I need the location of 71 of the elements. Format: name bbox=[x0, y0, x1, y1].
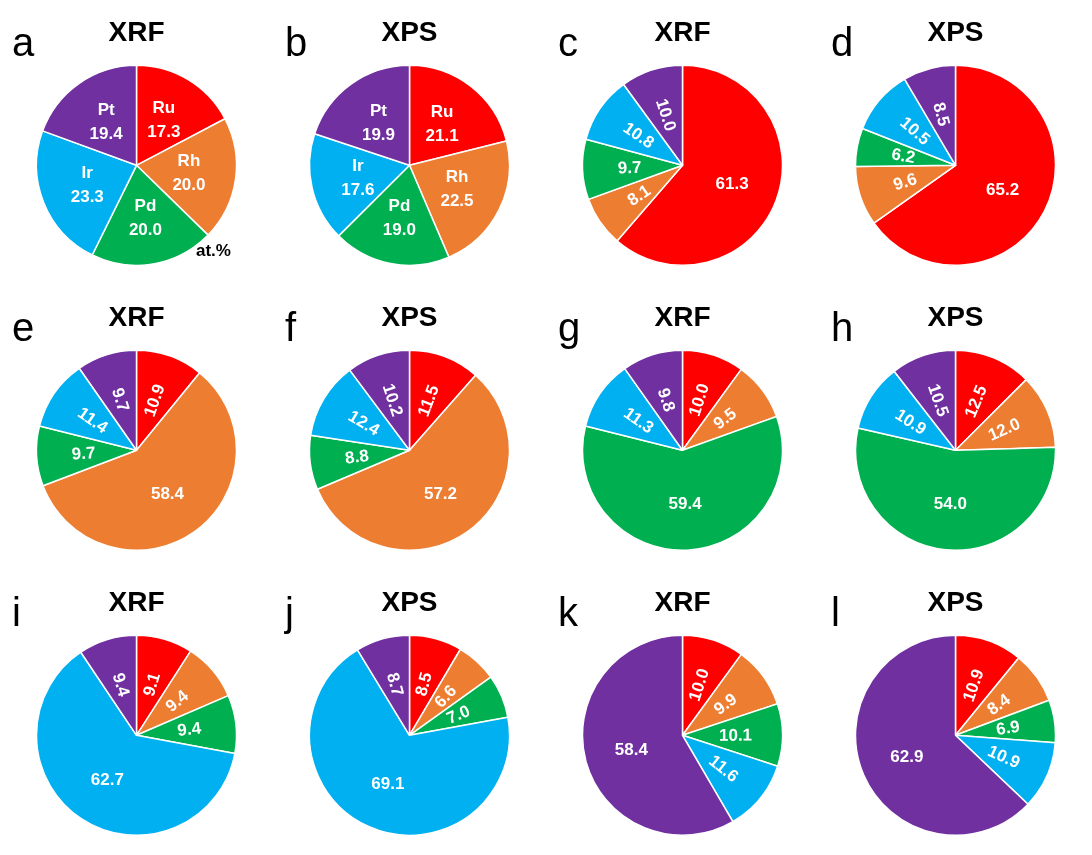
chart-title: XPS bbox=[381, 15, 438, 47]
slice-label: Pd bbox=[388, 195, 411, 215]
slice-label: Ru bbox=[152, 98, 176, 118]
slice-label: Pt bbox=[370, 100, 388, 120]
text: a bbox=[12, 20, 35, 64]
chart-title: XRF bbox=[654, 300, 711, 332]
slice-label: Rh bbox=[445, 167, 469, 187]
chart-title: XPS bbox=[927, 585, 984, 617]
chart-title: XRF bbox=[108, 300, 165, 332]
slice-label: Ru bbox=[430, 102, 454, 121]
text: l bbox=[831, 590, 840, 634]
slice-label: Ir bbox=[352, 155, 364, 175]
text: d bbox=[831, 20, 854, 64]
data-label: 9.7 bbox=[71, 443, 96, 464]
slice-label: Ir bbox=[81, 163, 94, 183]
data-label: 8.7 bbox=[382, 670, 408, 699]
chart-title: XPS bbox=[927, 300, 984, 332]
data-label: 11.6 bbox=[705, 751, 743, 787]
chart-title: XRF bbox=[654, 585, 711, 617]
data-label: 11.5 bbox=[413, 382, 443, 420]
text: at.% bbox=[196, 241, 231, 260]
data-label: 62.7 bbox=[90, 770, 124, 790]
chart-title: XRF bbox=[108, 15, 165, 47]
slice-label: Pd bbox=[134, 196, 157, 216]
data-label: 19.9 bbox=[361, 124, 396, 144]
data-label: 10.9 bbox=[139, 381, 169, 420]
text: f bbox=[285, 305, 297, 349]
chart-title: XPS bbox=[381, 300, 438, 332]
data-label: 9.7 bbox=[617, 157, 642, 178]
data-label: 9.6 bbox=[890, 168, 920, 195]
data-label: 59.4 bbox=[668, 493, 703, 513]
data-label: 10.1 bbox=[718, 725, 753, 745]
data-label: 20.0 bbox=[172, 175, 206, 195]
data-label: 9.1 bbox=[139, 670, 164, 699]
data-label: 58.4 bbox=[150, 483, 185, 503]
text: k bbox=[558, 590, 579, 634]
data-label: 8.1 bbox=[623, 180, 654, 210]
data-label: 58.4 bbox=[614, 739, 649, 759]
data-label: 17.3 bbox=[147, 122, 181, 142]
text: h bbox=[831, 305, 854, 349]
chart-title: XPS bbox=[927, 15, 984, 47]
text: e bbox=[12, 305, 35, 349]
text: j bbox=[284, 590, 294, 634]
chart-title: XRF bbox=[108, 585, 165, 617]
data-label: 54.0 bbox=[933, 493, 967, 513]
data-label: 10.9 bbox=[984, 741, 1023, 773]
text: b bbox=[285, 20, 308, 64]
data-label: 22.5 bbox=[440, 191, 474, 211]
data-label: 20.0 bbox=[128, 220, 162, 240]
text: g bbox=[558, 305, 581, 349]
data-label: 65.2 bbox=[986, 180, 1020, 200]
data-label: 17.6 bbox=[341, 179, 375, 199]
slice-label: Pt bbox=[97, 100, 115, 120]
chart-title: XRF bbox=[654, 15, 711, 47]
data-label: 9.4 bbox=[176, 718, 203, 741]
data-label: 69.1 bbox=[371, 774, 405, 794]
text: i bbox=[12, 590, 21, 634]
chart-title: XPS bbox=[381, 585, 438, 617]
data-label: 8.8 bbox=[344, 445, 370, 468]
slice-label: Rh bbox=[177, 151, 201, 171]
data-label: 19.0 bbox=[382, 219, 416, 239]
text: c bbox=[558, 20, 578, 64]
data-label: 61.3 bbox=[715, 174, 749, 194]
data-label: 21.1 bbox=[425, 126, 459, 145]
data-label: 57.2 bbox=[423, 483, 458, 503]
data-label: 19.4 bbox=[89, 124, 124, 144]
data-label: 8.5 bbox=[411, 670, 436, 699]
data-label: 23.3 bbox=[70, 187, 104, 207]
data-label: 62.9 bbox=[890, 746, 924, 766]
data-label: 9.4 bbox=[108, 670, 134, 700]
data-label: 9.4 bbox=[161, 685, 193, 716]
